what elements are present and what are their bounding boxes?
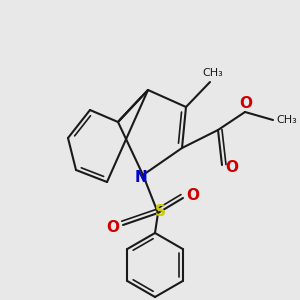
Text: O: O [239, 95, 253, 110]
Text: CH₃: CH₃ [277, 115, 297, 125]
Text: CH₃: CH₃ [202, 68, 224, 78]
Text: N: N [135, 169, 147, 184]
Text: O: O [106, 220, 119, 236]
Text: O: O [226, 160, 238, 175]
Text: S: S [154, 205, 166, 220]
Text: O: O [187, 188, 200, 202]
